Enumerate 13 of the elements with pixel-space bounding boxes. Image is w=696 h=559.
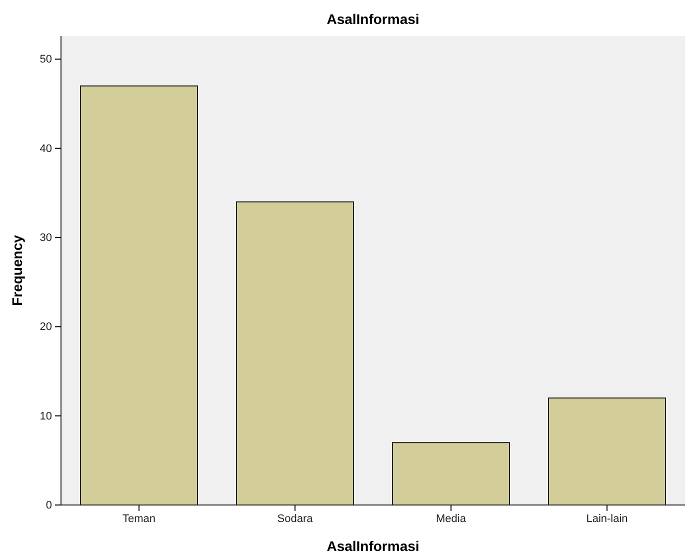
y-tick-label: 10 (40, 410, 52, 422)
y-tick-label: 30 (40, 232, 52, 244)
x-tick-label: Sodara (277, 512, 314, 525)
x-tick-label: Teman (122, 512, 156, 525)
y-axis-title: Frequency (9, 234, 25, 306)
y-tick-label: 50 (40, 54, 52, 66)
x-tick-label: Media (436, 512, 467, 525)
chart-title: AsalInformasi (326, 11, 420, 27)
x-tick-label: Lain-lain (586, 512, 628, 525)
y-tick-label: 20 (40, 321, 52, 334)
y-tick-label: 40 (40, 142, 52, 155)
x-axis-title: AsalInformasi (326, 538, 420, 554)
y-tick-label: 0 (46, 500, 52, 512)
